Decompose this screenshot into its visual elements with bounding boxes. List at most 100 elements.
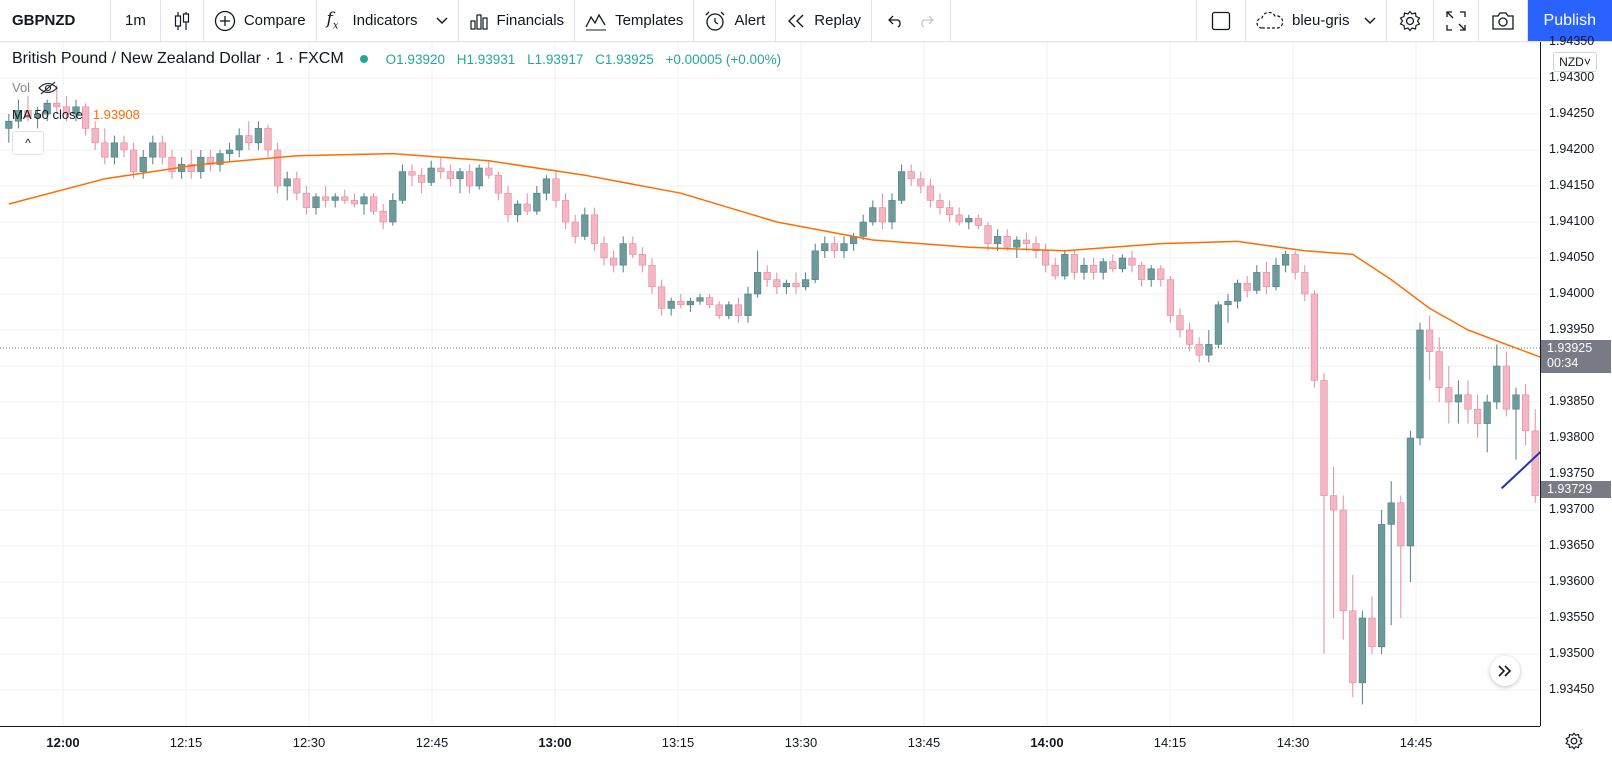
- candle-body: [139, 156, 147, 172]
- redo-icon[interactable]: [918, 14, 936, 28]
- market-status-dot: [359, 55, 368, 63]
- collapse-legend-button[interactable]: ^: [12, 131, 44, 155]
- candle-body: [734, 304, 742, 316]
- candle-body: [1166, 279, 1174, 316]
- candle-body: [427, 167, 435, 183]
- price-tick-label: 1.93650: [1549, 538, 1595, 552]
- replay-button[interactable]: Replay: [776, 0, 872, 41]
- currency-selector[interactable]: NZD˅: [1553, 52, 1597, 72]
- price-scale[interactable]: 1.94350 1.94300 1.94250 1.94200 1.94150 1.941…: [1540, 34, 1612, 726]
- interval-button[interactable]: 1m: [111, 0, 161, 41]
- candle-body: [965, 218, 973, 223]
- candle-body: [725, 304, 733, 316]
- candle-body: [120, 142, 128, 151]
- low-value: L1.93917: [527, 51, 584, 67]
- candle-body: [907, 171, 915, 180]
- plus-circle-icon: [214, 10, 235, 31]
- price-tick-label: 1.93750: [1549, 466, 1595, 480]
- candle-body: [1272, 264, 1280, 288]
- symbol-title[interactable]: British Pound / New Zealand Dollar · 1 ·…: [12, 50, 344, 67]
- candle-body: [782, 282, 790, 288]
- candle-body: [283, 178, 291, 187]
- candle-body: [369, 196, 378, 212]
- candle-body: [811, 250, 819, 280]
- candle-body: [1253, 272, 1261, 291]
- templates-label: Templates: [615, 12, 684, 29]
- candle-body: [417, 174, 426, 183]
- candle-body: [859, 221, 867, 237]
- candle-body: [1003, 236, 1011, 248]
- chart-type-button[interactable]: [161, 0, 204, 41]
- time-tick-label: 14:15: [1153, 735, 1187, 750]
- candle-body: [1435, 351, 1443, 388]
- candle-body: [206, 156, 215, 165]
- candle-body: [744, 293, 752, 316]
- replay-label: Replay: [814, 12, 861, 29]
- candle-body: [1262, 272, 1270, 288]
- candle-body: [1330, 495, 1338, 511]
- indicators-button[interactable]: fx Indicators: [317, 0, 459, 41]
- candle-body: [33, 113, 42, 118]
- candle-body: [609, 257, 618, 266]
- layout-button[interactable]: bleu-gris: [1246, 0, 1387, 41]
- candle-body: [1426, 329, 1434, 352]
- gear-icon[interactable]: [1565, 732, 1583, 750]
- scroll-to-realtime-button[interactable]: [1490, 656, 1520, 686]
- candle-body: [677, 300, 685, 306]
- candle-body: [1022, 239, 1030, 244]
- candle-body: [533, 192, 541, 212]
- expand-button[interactable]: [1434, 0, 1479, 41]
- candle-body: [408, 171, 416, 176]
- candle-body: [1397, 502, 1405, 547]
- candle-body: [226, 149, 234, 154]
- candle-body: [1387, 502, 1395, 525]
- fullscreen-toggle-button[interactable]: [1195, 0, 1246, 41]
- candle-body: [926, 185, 934, 201]
- price-tick-label: 1.93500: [1549, 646, 1595, 660]
- price-tick-label: 1.93850: [1549, 394, 1595, 408]
- compare-button[interactable]: Compare: [204, 0, 317, 41]
- alert-button[interactable]: Alert: [694, 0, 777, 41]
- candle-body: [1464, 394, 1472, 410]
- price-tick-label: 1.94050: [1549, 250, 1595, 264]
- candle-body: [1070, 254, 1078, 273]
- candle-body: [1013, 239, 1021, 248]
- candle-body: [878, 207, 886, 223]
- time-tick-label: 13:15: [661, 735, 695, 750]
- price-chart[interactable]: [0, 42, 1540, 726]
- time-tick-label: 14:00: [1030, 735, 1064, 750]
- candle-body: [475, 167, 483, 187]
- templates-button[interactable]: Templates: [575, 0, 695, 41]
- financials-button[interactable]: Financials: [459, 0, 576, 41]
- rewind-icon: [788, 14, 804, 27]
- price-tick-label: 1.94150: [1549, 178, 1595, 192]
- candle-body: [1502, 365, 1510, 410]
- gear-icon: [1399, 10, 1420, 31]
- candle-body: [437, 167, 445, 172]
- undo-icon[interactable]: [886, 14, 904, 28]
- publish-button[interactable]: Publish: [1527, 0, 1612, 41]
- candle-body: [82, 106, 90, 129]
- settings-button[interactable]: [1387, 0, 1434, 41]
- candle-body: [561, 200, 570, 223]
- candle-body: [1195, 344, 1203, 356]
- candle-body: [897, 171, 906, 201]
- candle-body: [648, 264, 656, 288]
- candle-body: [379, 210, 387, 223]
- candle-body: [753, 272, 762, 295]
- ma-legend[interactable]: MA 50 close 1.93908: [12, 107, 140, 122]
- candle-body: [312, 196, 320, 208]
- time-tick-label: 14:45: [1399, 735, 1433, 750]
- symbol-search-button[interactable]: GBPNZD: [0, 0, 111, 41]
- ohlc-values: O1.93920 H1.93931 L1.93917 C1.93925 +0.0…: [386, 52, 781, 67]
- snapshot-button[interactable]: [1479, 0, 1528, 41]
- candle-body: [456, 171, 464, 180]
- candle-body: [1301, 272, 1309, 295]
- ma-value: 1.93908: [92, 107, 140, 122]
- trendline-drawing: [1500, 451, 1540, 490]
- eye-hidden-icon[interactable]: [38, 81, 58, 95]
- candle-body: [657, 286, 666, 309]
- time-scale[interactable]: 12:00 12:15 12:30 12:45 13:00 13:15 13:30 13:45…: [0, 726, 1540, 760]
- candle-body: [389, 200, 397, 223]
- candle-body: [302, 192, 311, 208]
